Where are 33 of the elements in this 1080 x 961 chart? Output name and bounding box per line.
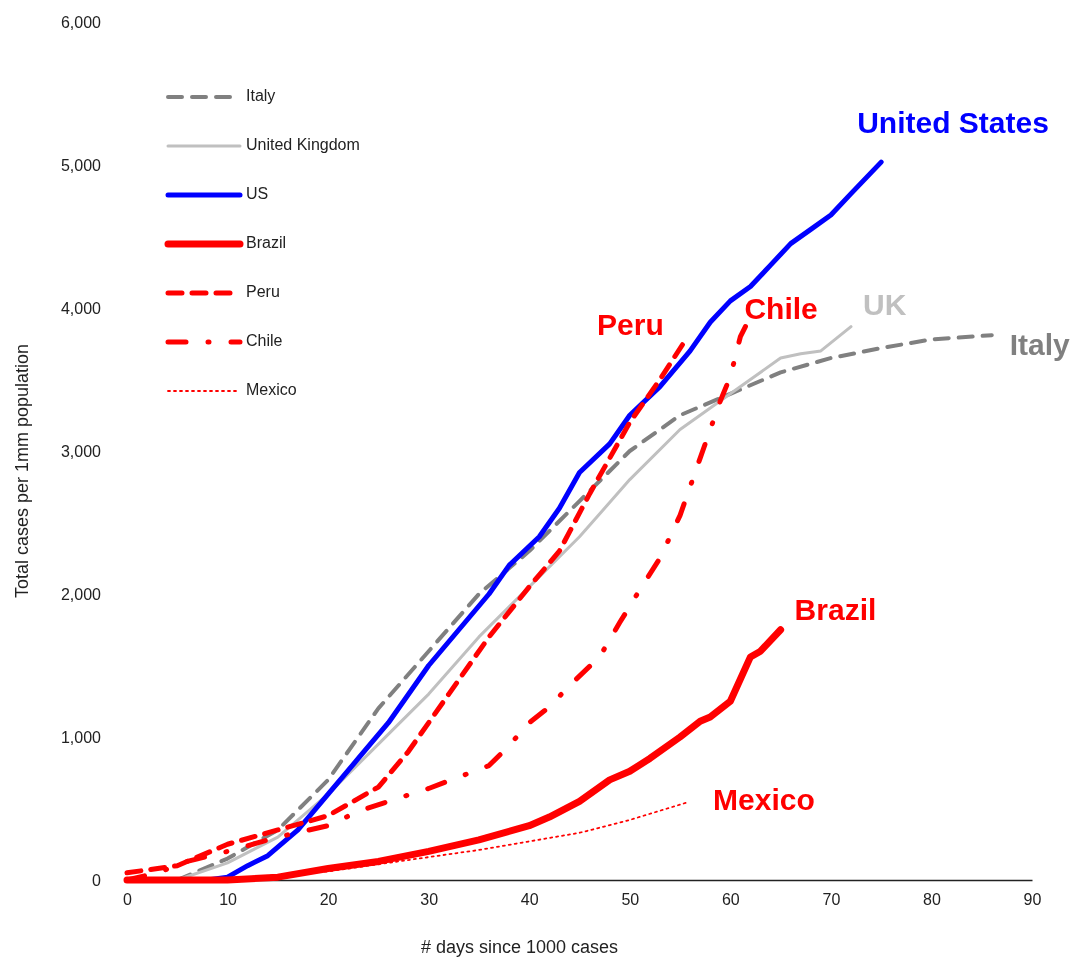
x-tick-label: 30 — [420, 891, 439, 909]
x-tick-label: 10 — [219, 891, 238, 909]
y-tick-label: 2,000 — [60, 585, 102, 603]
legend-label: Italy — [246, 87, 276, 105]
legend-label: United Kingdom — [246, 136, 360, 154]
y-tick-label: 4,000 — [60, 299, 102, 317]
annotation: UK — [863, 287, 907, 321]
x-tick-label: 0 — [123, 891, 133, 909]
x-tick-label: 90 — [1023, 891, 1042, 909]
annotation: Peru — [597, 307, 664, 341]
annotation: Brazil — [794, 592, 877, 626]
y-tick-label: 6,000 — [60, 13, 102, 31]
x-tick-label: 40 — [520, 891, 539, 909]
legend-label: Brazil — [246, 234, 287, 252]
legend-label: Mexico — [246, 381, 297, 399]
annotation: Italy — [1009, 328, 1071, 362]
x-tick-label: 50 — [621, 891, 640, 909]
x-tick-label: 80 — [923, 891, 941, 909]
legend-label: US — [246, 185, 269, 203]
x-axis-title: # days since 1000 cases — [420, 937, 619, 957]
x-tick-label: 60 — [721, 891, 740, 909]
x-tick-label: 20 — [319, 891, 338, 909]
y-tick-label: 5,000 — [60, 156, 102, 174]
x-tick-label: 70 — [822, 891, 841, 909]
y-tick-label: 0 — [92, 871, 102, 889]
legend-label: Chile — [246, 332, 283, 350]
annotation: United States — [857, 106, 1049, 140]
annotation: Chile — [744, 291, 818, 325]
y-axis-title: Total cases per 1mm population — [12, 343, 32, 599]
legend-label: Peru — [246, 283, 280, 301]
y-tick-label: 1,000 — [60, 728, 102, 746]
y-tick-label: 3,000 — [60, 442, 102, 460]
annotation: Mexico — [713, 782, 815, 816]
